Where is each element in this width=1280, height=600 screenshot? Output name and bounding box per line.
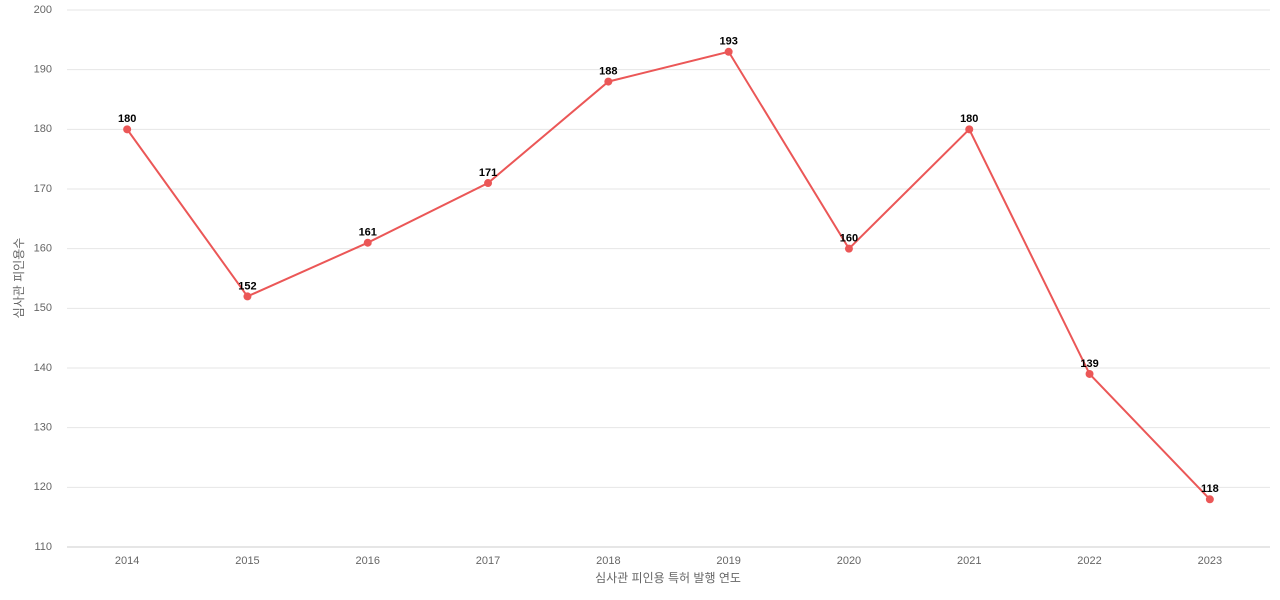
x-axis-label: 심사관 피인용 특허 발행 연도 xyxy=(595,570,741,585)
point xyxy=(363,238,372,247)
value-label: 188 xyxy=(599,66,617,78)
value-label: 180 xyxy=(118,113,136,125)
x-tick-label: 2022 xyxy=(1077,555,1101,567)
y-tick-label: 140 xyxy=(34,362,52,374)
point xyxy=(484,179,493,188)
x-tick-label: 2016 xyxy=(356,555,380,567)
x-tick-label: 2023 xyxy=(1198,555,1222,567)
y-tick-label: 180 xyxy=(34,123,52,135)
x-tick-label: 2021 xyxy=(957,555,981,567)
point xyxy=(1085,369,1094,378)
y-tick-label: 130 xyxy=(34,422,52,434)
point xyxy=(243,292,252,301)
point xyxy=(844,244,853,253)
x-tick-label: 2015 xyxy=(235,555,259,567)
value-label: 171 xyxy=(479,167,497,179)
value-label: 161 xyxy=(359,227,377,239)
value-label: 152 xyxy=(238,280,256,292)
x-tick-label: 2018 xyxy=(596,555,620,567)
y-tick-label: 110 xyxy=(34,541,52,553)
y-tick-label: 170 xyxy=(34,183,52,195)
value-label: 180 xyxy=(960,113,978,125)
value-label: 160 xyxy=(840,233,858,245)
point xyxy=(604,77,613,86)
point xyxy=(724,47,733,56)
y-tick-label: 160 xyxy=(34,243,52,255)
y-tick-label: 150 xyxy=(34,302,52,314)
x-tick-label: 2020 xyxy=(837,555,861,567)
x-tick-label: 2017 xyxy=(476,555,500,567)
value-label: 139 xyxy=(1080,358,1098,370)
y-tick-label: 120 xyxy=(34,481,52,493)
y-axis-label: 심사관 피인용수 xyxy=(12,238,26,319)
point xyxy=(965,125,974,134)
y-tick-label: 200 xyxy=(34,4,52,16)
value-label: 193 xyxy=(719,36,737,48)
x-tick-label: 2014 xyxy=(115,555,139,567)
line xyxy=(126,50,1211,500)
point xyxy=(123,125,132,134)
y-tick-label: 190 xyxy=(34,64,52,76)
value-label: 118 xyxy=(1201,483,1219,495)
point xyxy=(1205,495,1214,504)
x-tick-label: 2019 xyxy=(716,555,740,567)
